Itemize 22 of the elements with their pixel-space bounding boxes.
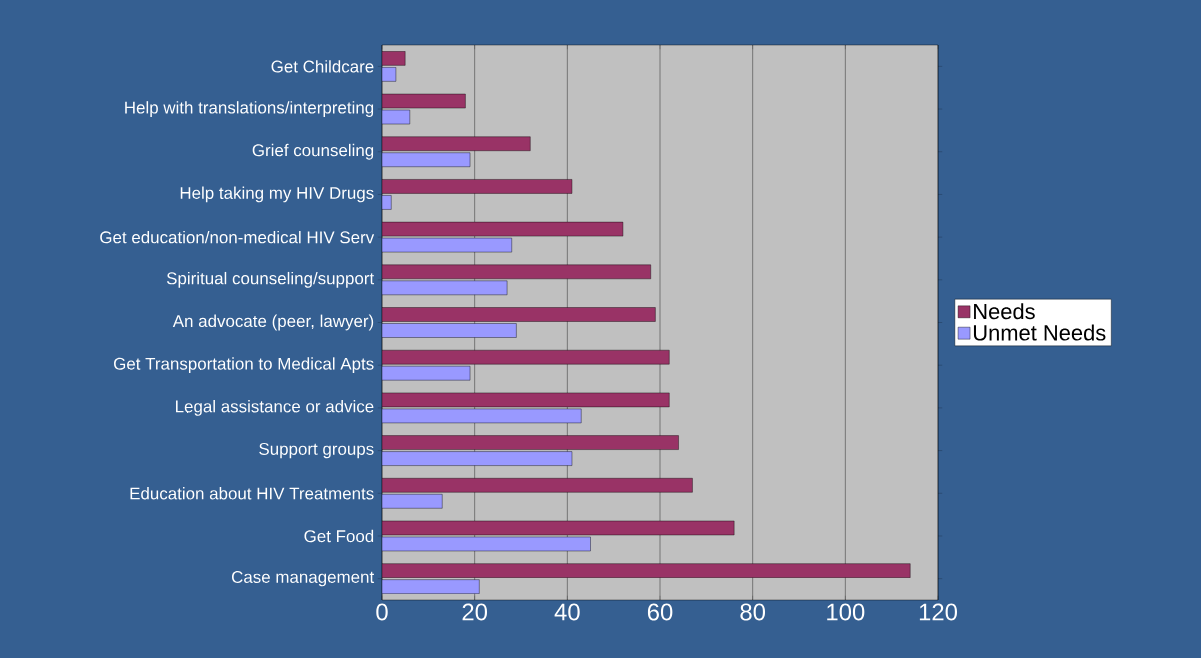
y-tick-label: Help with translations/interpreting [125, 101, 374, 117]
y-tick-label: Legal assistance or advice [176, 400, 374, 416]
y-tick-label: Get Food [304, 529, 374, 543]
x-tick-label: 100 [827, 603, 865, 621]
y-tick-label: Get Childcare [271, 60, 374, 73]
legend-label: Unmet Needs [973, 324, 1106, 341]
x-tick-label: 60 [647, 603, 673, 621]
x-tick-label: 20 [462, 603, 488, 621]
x-tick-label: 120 [919, 603, 958, 621]
y-tick-label: Spiritual counseling/support [166, 271, 375, 288]
y-tick-label: Get Transportation to Medical Apts [114, 357, 374, 374]
y-tick-label: Get education/non-medical HIV Serv [100, 230, 375, 244]
y-tick-label: An advocate (peer, lawyer) [172, 314, 374, 331]
y-tick-label: Grief counseling [252, 143, 374, 160]
x-tick-label: 0 [376, 603, 388, 621]
y-tick-label: Support groups [259, 442, 374, 459]
x-tick-label: 40 [554, 603, 580, 621]
y-tick-label: Education about HIV Treatments [130, 487, 374, 500]
x-tick-label: 80 [740, 603, 766, 621]
y-tick-label: Help taking my HIV Drugs [180, 186, 374, 203]
legend-label: Needs [974, 303, 1035, 320]
y-tick-label: Case management [231, 570, 375, 587]
